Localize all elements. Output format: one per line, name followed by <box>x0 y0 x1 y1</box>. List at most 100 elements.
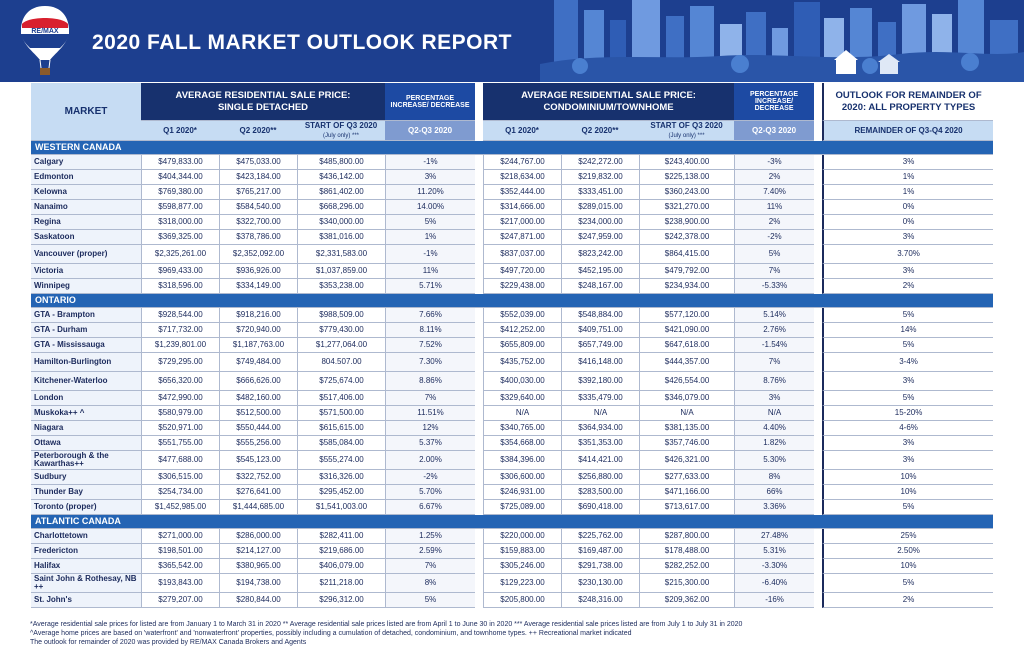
market-outlook-table-wrapper: MARKET AVERAGE RESIDENTIAL SALE PRICE: S… <box>31 83 994 608</box>
percentage-cell: 11.20% <box>385 185 476 200</box>
outlook-cell: 3-4% <box>822 353 994 372</box>
condo-percentage-header: PERCENTAGE INCREASE/ DECREASE <box>734 83 815 121</box>
market-name: Halifax <box>31 559 141 574</box>
percentage-cell: 66% <box>734 485 815 500</box>
price-cell: $823,242.00 <box>561 245 640 264</box>
outlook-cell: 0% <box>822 200 994 215</box>
price-cell: $1,187,763.00 <box>219 338 297 353</box>
price-cell: $248,316.00 <box>561 593 640 608</box>
percentage-cell: 11% <box>385 264 476 279</box>
table-row: Kelowna $769,380.00 $765,217.00 $861,402.00… <box>31 185 994 200</box>
percentage-cell: 7.66% <box>385 308 476 323</box>
price-cell: $193,843.00 <box>141 574 219 593</box>
price-cell: $765,217.00 <box>219 185 297 200</box>
market-name: Muskoka++ ^ <box>31 406 141 421</box>
price-cell: $656,320.00 <box>141 372 219 391</box>
outlook-cell: 0% <box>822 215 994 230</box>
detached-q2q3-header: Q2-Q3 2020 <box>385 121 476 141</box>
price-cell: $436,142.00 <box>297 170 386 185</box>
outlook-cell: 2% <box>822 279 994 294</box>
table-body: WESTERN CANADA Calgary $479,833.00 $475,033… <box>31 141 994 608</box>
price-cell: $416,148.00 <box>561 353 640 372</box>
price-cell: $655,809.00 <box>483 338 562 353</box>
percentage-cell: 5.14% <box>734 308 815 323</box>
percentage-cell: 12% <box>385 421 476 436</box>
table-row: Peterborough & the Kawarthas++ $477,688.0… <box>31 451 994 470</box>
table-row: GTA - Mississauga $1,239,801.00 $1,187,763… <box>31 338 994 353</box>
percentage-cell: -2% <box>734 230 815 245</box>
price-cell: $194,738.00 <box>219 574 297 593</box>
price-cell: $282,252.00 <box>639 559 735 574</box>
percentage-cell: 5.37% <box>385 436 476 451</box>
price-cell: $378,786.00 <box>219 230 297 245</box>
outlook-cell: 2% <box>822 593 994 608</box>
market-name: Vancouver (proper) <box>31 245 141 264</box>
price-cell: $988,509.00 <box>297 308 386 323</box>
price-cell: $2,325,261.00 <box>141 245 219 264</box>
price-cell: $321,270.00 <box>639 200 735 215</box>
percentage-cell: 14.00% <box>385 200 476 215</box>
percentage-cell: 5.31% <box>734 544 815 559</box>
market-name: Sudbury <box>31 470 141 485</box>
market-name: Nanaimo <box>31 200 141 215</box>
percentage-cell: 2.59% <box>385 544 476 559</box>
outlook-cell: 3.70% <box>822 245 994 264</box>
market-name: Victoria <box>31 264 141 279</box>
price-cell: $353,238.00 <box>297 279 386 294</box>
percentage-cell: 8.86% <box>385 372 476 391</box>
price-cell: $615,615.00 <box>297 421 386 436</box>
price-cell: $215,300.00 <box>639 574 735 593</box>
price-cell: $334,149.00 <box>219 279 297 294</box>
table-row: Regina $318,000.00 $322,700.00 $340,000.00 5… <box>31 215 994 230</box>
outlook-cell: 15-20% <box>822 406 994 421</box>
outlook-cell: 10% <box>822 485 994 500</box>
price-cell: $585,084.00 <box>297 436 386 451</box>
price-cell: $217,000.00 <box>483 215 562 230</box>
price-cell: $517,406.00 <box>297 391 386 406</box>
outlook-cell: 1% <box>822 185 994 200</box>
price-cell: $452,195.00 <box>561 264 640 279</box>
outlook-cell: 2.50% <box>822 544 994 559</box>
price-cell: $351,353.00 <box>561 436 640 451</box>
price-cell: $936,926.00 <box>219 264 297 279</box>
price-cell: $295,452.00 <box>297 485 386 500</box>
price-cell: $423,184.00 <box>219 170 297 185</box>
percentage-cell: 8% <box>734 470 815 485</box>
price-cell: $242,272.00 <box>561 155 640 170</box>
price-cell: $360,243.00 <box>639 185 735 200</box>
price-cell: $214,127.00 <box>219 544 297 559</box>
price-cell: $322,700.00 <box>219 215 297 230</box>
price-cell: 804.507.00 <box>297 353 386 372</box>
price-cell: $1,541,003.00 <box>297 500 386 515</box>
price-cell: $329,640.00 <box>483 391 562 406</box>
percentage-cell: 7.30% <box>385 353 476 372</box>
percentage-cell: 11% <box>734 200 815 215</box>
condo-price-header: AVERAGE RESIDENTIAL SALE PRICE: CONDOMIN… <box>483 83 735 121</box>
market-name: Charlottetown <box>31 529 141 544</box>
price-cell: $340,000.00 <box>297 215 386 230</box>
price-cell: $291,738.00 <box>561 559 640 574</box>
table-row: Edmonton $404,344.00 $423,184.00 $436,142.0… <box>31 170 994 185</box>
price-cell: $477,688.00 <box>141 451 219 470</box>
price-cell: $381,135.00 <box>639 421 735 436</box>
outlook-cell: 3% <box>822 436 994 451</box>
table-row: Kitchener-Waterloo $656,320.00 $666,626.00… <box>31 372 994 391</box>
table-row: Niagara $520,971.00 $550,444.00 $615,615.00… <box>31 421 994 436</box>
price-cell: $352,444.00 <box>483 185 562 200</box>
outlook-cell: 3% <box>822 451 994 470</box>
percentage-cell: 7.40% <box>734 185 815 200</box>
price-cell: $485,800.00 <box>297 155 386 170</box>
market-name: Niagara <box>31 421 141 436</box>
price-cell: $555,256.00 <box>219 436 297 451</box>
price-cell: $254,734.00 <box>141 485 219 500</box>
price-cell: $864,415.00 <box>639 245 735 264</box>
price-cell: $277,633.00 <box>639 470 735 485</box>
market-name: Saint John & Rothesay, NB ++ <box>31 574 141 593</box>
price-cell: $392,180.00 <box>561 372 640 391</box>
table-row: GTA - Brampton $928,544.00 $918,216.00 $988… <box>31 308 994 323</box>
market-name: GTA - Mississauga <box>31 338 141 353</box>
footnote-1: *Average residential sale prices for lis… <box>30 621 743 628</box>
outlook-cell: 14% <box>822 323 994 338</box>
price-cell: $306,600.00 <box>483 470 562 485</box>
percentage-cell: -16% <box>734 593 815 608</box>
